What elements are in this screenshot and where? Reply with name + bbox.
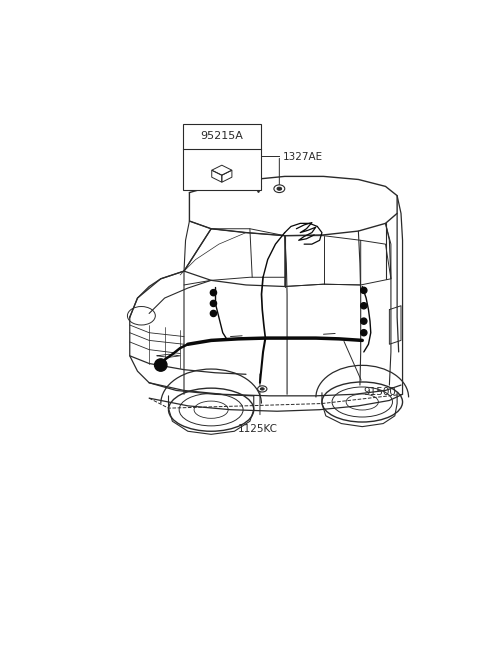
Ellipse shape xyxy=(274,185,285,193)
Text: 1125KC: 1125KC xyxy=(238,424,277,434)
Text: 1327AE: 1327AE xyxy=(283,152,324,162)
Text: 91500: 91500 xyxy=(364,386,396,396)
Circle shape xyxy=(210,301,216,307)
Circle shape xyxy=(360,288,367,293)
Circle shape xyxy=(360,329,367,336)
Circle shape xyxy=(360,303,367,309)
Ellipse shape xyxy=(260,388,264,390)
Circle shape xyxy=(360,318,367,324)
Circle shape xyxy=(210,310,216,316)
Circle shape xyxy=(210,290,216,296)
Text: 95215A: 95215A xyxy=(200,132,243,141)
Circle shape xyxy=(155,359,167,371)
Text: 1141AC: 1141AC xyxy=(213,152,254,162)
Bar xyxy=(183,124,261,189)
Ellipse shape xyxy=(277,187,282,190)
Ellipse shape xyxy=(258,386,267,392)
